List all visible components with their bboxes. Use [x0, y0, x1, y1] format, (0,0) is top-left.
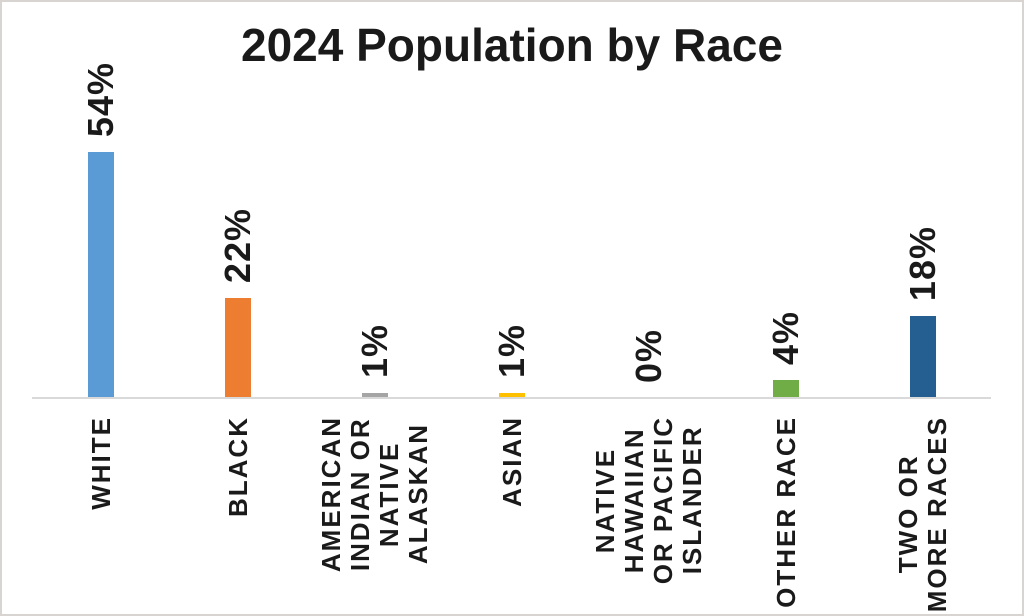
category-label-4: NATIVE HAWAIIAN OR PACIFIC ISLANDER	[590, 416, 707, 585]
category-label-0: WHITE	[85, 416, 116, 510]
data-label-0: 54%	[80, 61, 121, 137]
category-label-3: ASIAN	[496, 416, 527, 507]
bar-0	[88, 152, 114, 398]
category-label-1: BLACK	[222, 416, 253, 517]
bar-3	[499, 393, 525, 398]
bar-2	[362, 393, 388, 398]
data-label-4: 0%	[628, 328, 669, 383]
data-label-3: 1%	[491, 323, 532, 378]
bar-6	[910, 316, 936, 398]
x-axis-line	[32, 397, 991, 399]
bar-5	[773, 380, 799, 398]
category-label-5: OTHER RACE	[770, 416, 801, 608]
data-label-6: 18%	[902, 225, 943, 301]
bar-1	[225, 298, 251, 398]
data-label-5: 4%	[765, 310, 806, 365]
category-label-2: AMERICAN INDIAN OR NATIVE ALASKAN	[316, 416, 433, 573]
data-label-2: 1%	[354, 323, 395, 378]
data-label-1: 22%	[217, 207, 258, 283]
category-label-6: TWO OR MORE RACES	[893, 416, 952, 613]
chart-title: 2024 Population by Race	[241, 19, 783, 71]
